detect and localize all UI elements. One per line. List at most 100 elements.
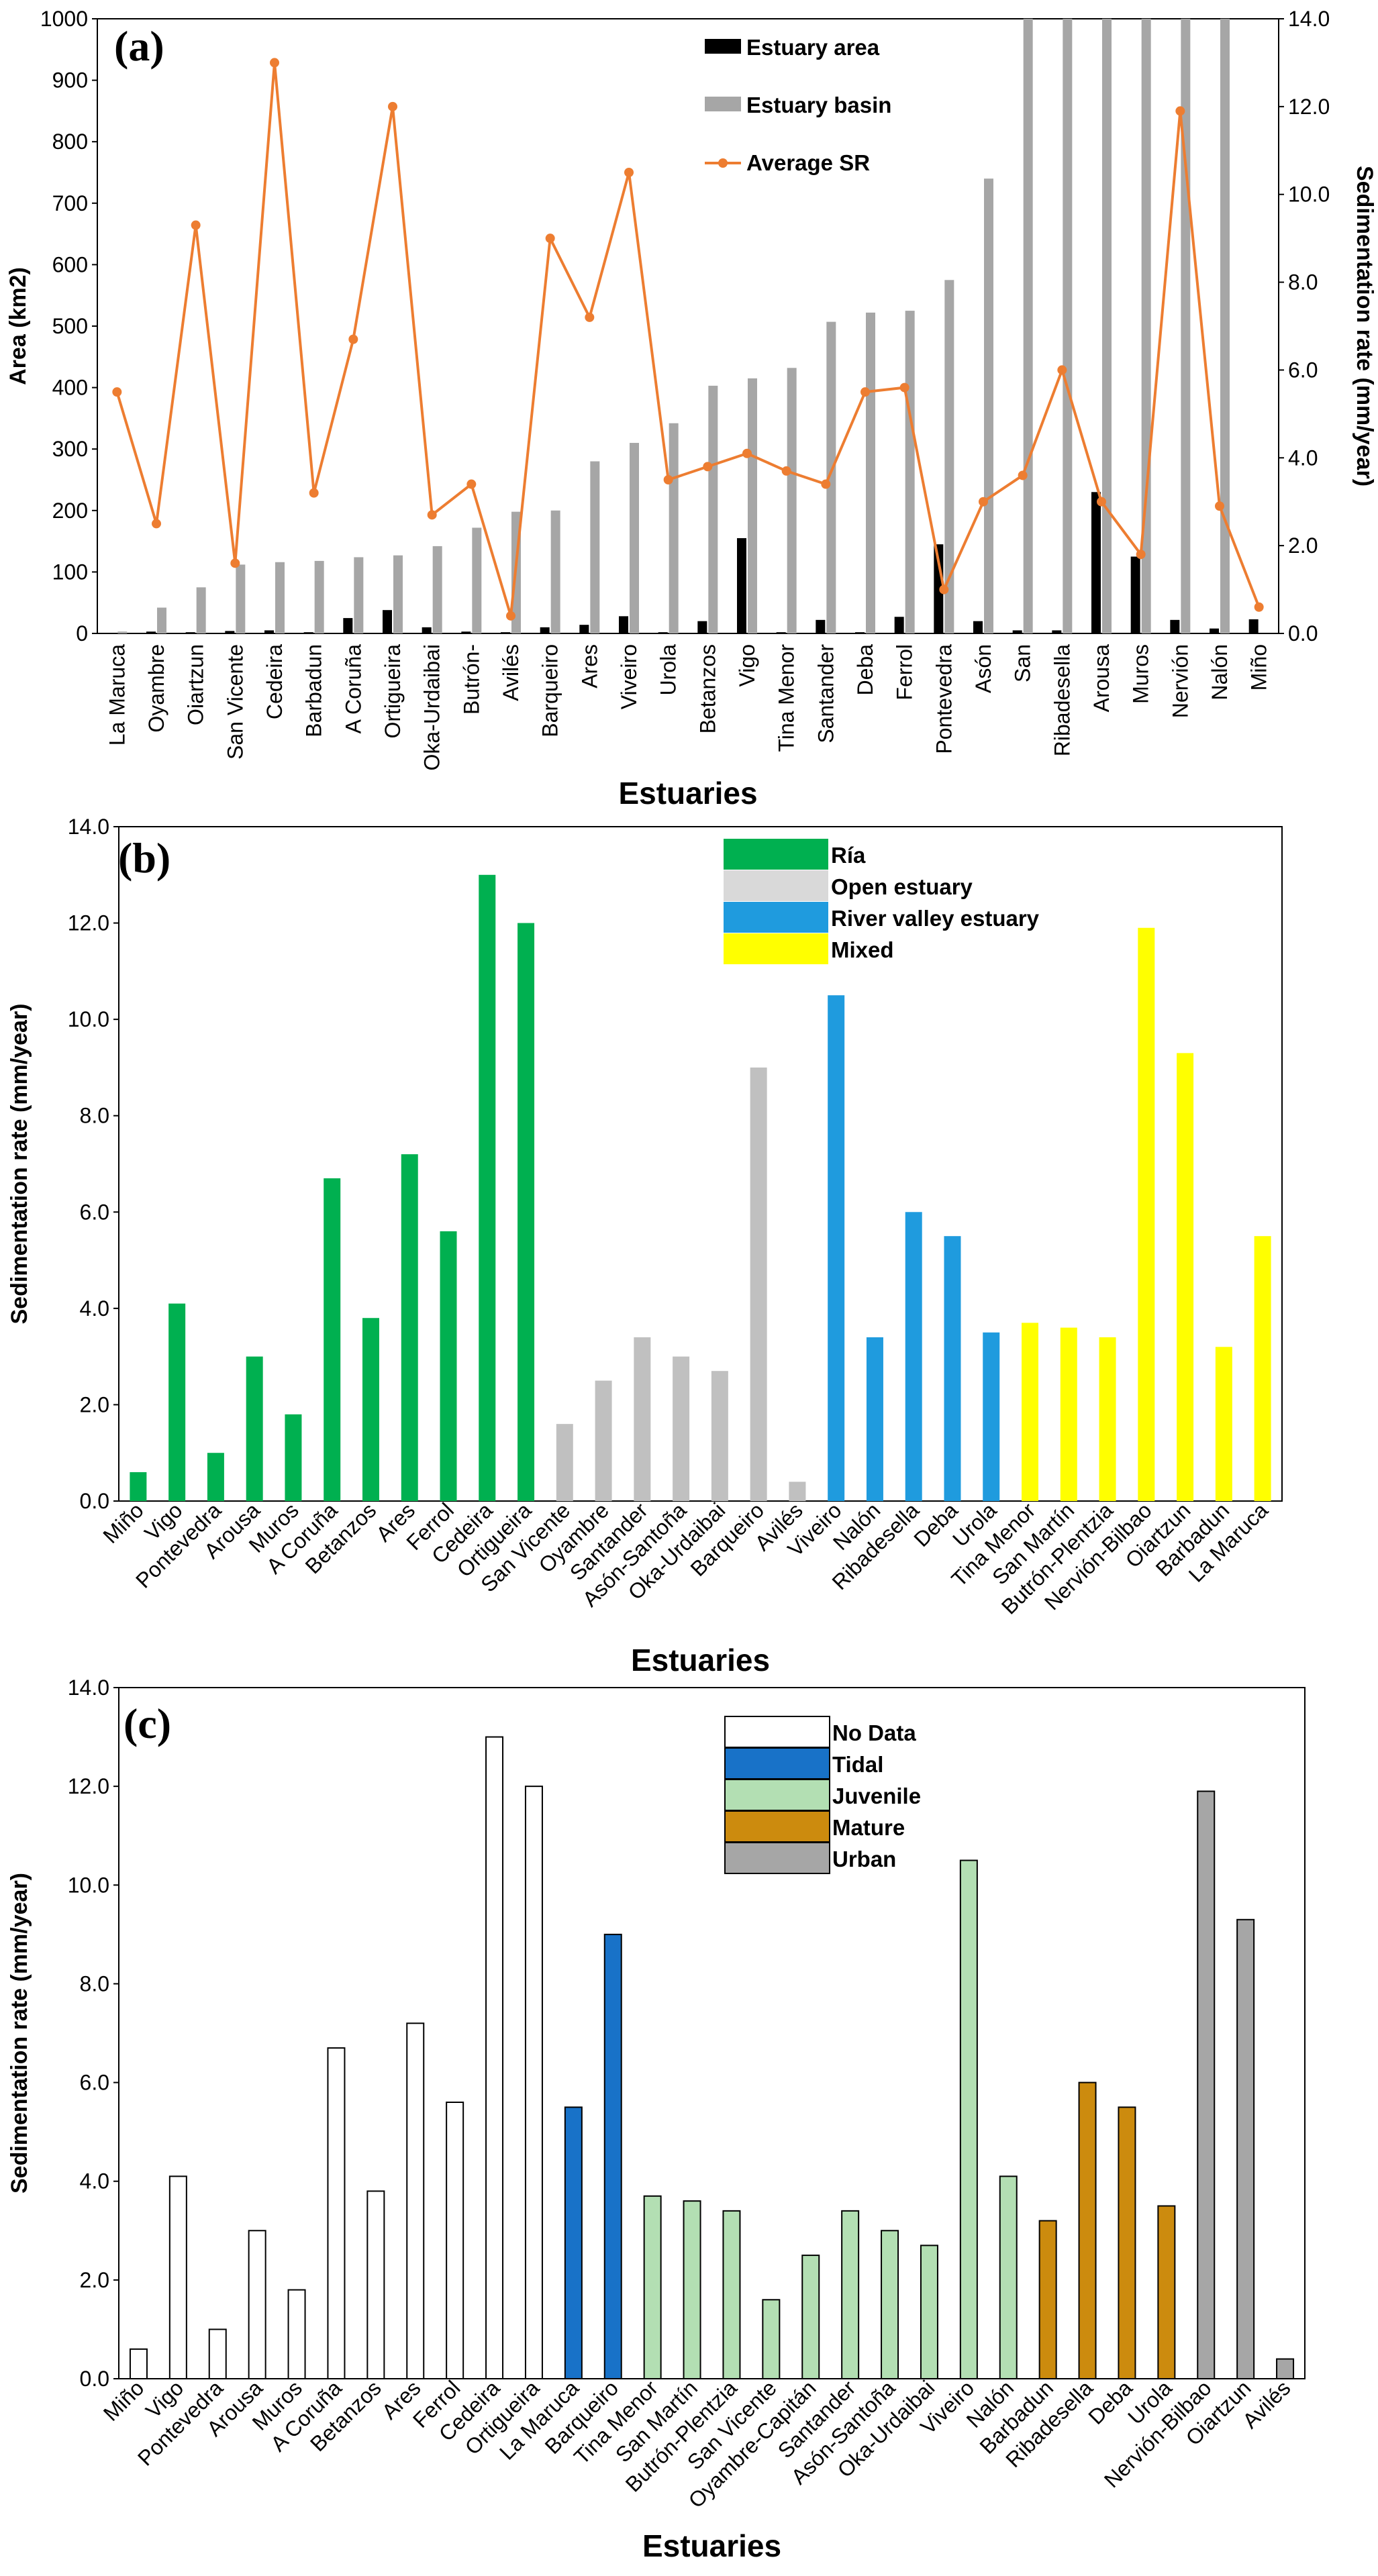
bar-oiartzun: [1236, 1918, 1255, 2379]
bar-estuary-basin-oyambre: [157, 607, 166, 633]
bar-estuary-area-ribadesella: [1052, 630, 1062, 633]
bar-nalon: [999, 2175, 1018, 2380]
y-tick-label: 8.0: [80, 1971, 109, 1996]
y-tick-label: 200: [52, 499, 88, 523]
y2-tick-label: 6.0: [1288, 358, 1318, 382]
x-tick-label: Nervión: [1168, 644, 1192, 718]
bar-barbadun: [1215, 1347, 1232, 1501]
bar-estuary-basin-tina-menor: [787, 368, 797, 633]
x-tick-label: Butrón-: [459, 644, 483, 715]
bar-cedeira: [485, 1736, 504, 2380]
bar-estuary-area-ortigueira: [383, 610, 392, 633]
bar-barqueiro: [750, 1067, 767, 1501]
bar-muros: [287, 2289, 306, 2380]
bar-estuary-basin-ortigueira: [393, 555, 403, 633]
point-average-sr-san-vicente: [230, 558, 240, 568]
bar-estuary-basin-pontevedra: [944, 280, 954, 633]
bar-estuary-area-deba: [855, 632, 865, 633]
bar-vigo: [168, 2175, 187, 2380]
bar-estuary-basin-ares: [590, 461, 600, 633]
x-tick-label: Avilés: [499, 644, 523, 701]
bar-estuary-basin-santander: [826, 321, 836, 633]
legend-swatch-mature: [724, 1810, 830, 1843]
legend-swatch-tidal: [724, 1747, 830, 1780]
bar-ribadesella: [905, 1212, 922, 1501]
bar-estuary-basin-arousa: [1102, 19, 1112, 633]
bar-betanzos: [366, 2190, 385, 2379]
point-average-sr-nervion: [1175, 106, 1185, 116]
bar-estuary-area-oyambre: [146, 631, 156, 633]
y-tick-label: 2.0: [80, 2268, 109, 2292]
bar-estuary-area-pontevedra: [934, 544, 944, 633]
bar-estuary-basin-vigo: [748, 378, 757, 633]
bar-mino: [130, 1472, 147, 1501]
bar-estuary-basin-oiartzun: [196, 587, 206, 633]
y-tick-label: 400: [52, 376, 88, 400]
legend-label: Mixed: [831, 937, 894, 962]
point-average-sr-ason: [979, 497, 988, 507]
bar-estuary-area-san: [1012, 630, 1022, 633]
bar-ferrol: [440, 1231, 457, 1501]
point-average-sr-betanzos: [703, 462, 713, 472]
bar-viveiro: [959, 1859, 978, 2379]
y2-tick-label: 2.0: [1288, 533, 1318, 558]
point-average-sr-ortigueira: [388, 101, 397, 111]
y-tick-label: 4.0: [80, 2169, 109, 2194]
bar-muros: [285, 1414, 302, 1501]
legend-swatch-estuary-basin: [705, 97, 741, 111]
bar-nervion-bilbao: [1197, 1790, 1216, 2379]
legend-label: Ría: [831, 843, 866, 868]
bar-estuary-basin-barqueiro: [550, 510, 560, 633]
point-average-sr-urola: [663, 475, 673, 484]
point-average-sr-barbadun: [309, 488, 319, 498]
bar-deba: [1118, 2106, 1136, 2380]
y2-axis-title: Sedimentation rate (mm/year): [1352, 166, 1377, 486]
x-tick-label: Ares: [577, 644, 601, 688]
bar-viveiro: [828, 995, 845, 1501]
y-tick-label: 0: [76, 621, 88, 646]
legend-label: Estuary area: [746, 35, 880, 60]
y-tick-label: 14.0: [68, 1676, 109, 1700]
x-tick-label: Oiartzun: [184, 644, 208, 725]
bar-la-maruca: [1254, 1236, 1271, 1501]
bar-estuary-area-urola: [658, 632, 668, 633]
legend-label: River valley estuary: [831, 906, 1040, 931]
y-tick-label: 2.0: [80, 1392, 109, 1416]
bar-ason-santona: [881, 2230, 899, 2379]
bar-vigo: [168, 1303, 186, 1501]
bar-estuary-area-viveiro: [619, 616, 628, 633]
y2-tick-label: 0.0: [1288, 621, 1318, 646]
y-tick-label: 500: [52, 314, 88, 338]
x-tick-label: Oyambre: [144, 644, 168, 733]
legend-swatch-mixed: [724, 933, 828, 964]
point-average-sr-oyambre: [152, 519, 161, 529]
legend-swatch-ria: [724, 839, 828, 870]
y-tick-label: 700: [52, 191, 88, 215]
bar-aviles: [1276, 2358, 1295, 2380]
bar-nalon: [866, 1337, 883, 1501]
panel-a-area-and-sr-chart: 0 100 200 300 400 500 600 700 800 900 1000 0.0 2.0 4.…: [5, 7, 1377, 811]
x-tick-label: Asón: [971, 644, 995, 693]
x-tick-label: Oka-Urdaibai: [420, 644, 444, 771]
point-average-sr-cedeira: [270, 58, 279, 68]
bar-nervion-bilbao: [1138, 927, 1155, 1501]
bar-estuary-area-santander: [816, 619, 826, 633]
bar-a-coruna: [324, 1178, 341, 1501]
bar-barqueiro: [603, 1933, 622, 2380]
bar-estuary-area-ares: [579, 625, 589, 633]
y-tick-label: 10.0: [68, 1873, 109, 1897]
bar-estuary-area-san-vicente: [225, 631, 235, 633]
point-average-sr-oiartzun: [191, 220, 201, 230]
y-tick-label: 6.0: [80, 2071, 109, 2095]
y-tick-label: 300: [52, 437, 88, 461]
point-average-sr-pontevedra: [939, 584, 949, 595]
bar-ason-santona: [673, 1356, 690, 1501]
point-average-sr-san: [1018, 470, 1028, 480]
bar-estuary-basin-deba: [866, 312, 875, 633]
legend-swatch-juvenile: [724, 1779, 830, 1811]
point-average-sr-tina-menor: [781, 466, 791, 476]
y-axis-title: Sedimentation rate (mm/year): [7, 1003, 32, 1324]
y-tick-label: 8.0: [80, 1104, 109, 1128]
bar-la-maruca: [564, 2106, 583, 2380]
bar-ortigueira: [524, 1786, 543, 2379]
